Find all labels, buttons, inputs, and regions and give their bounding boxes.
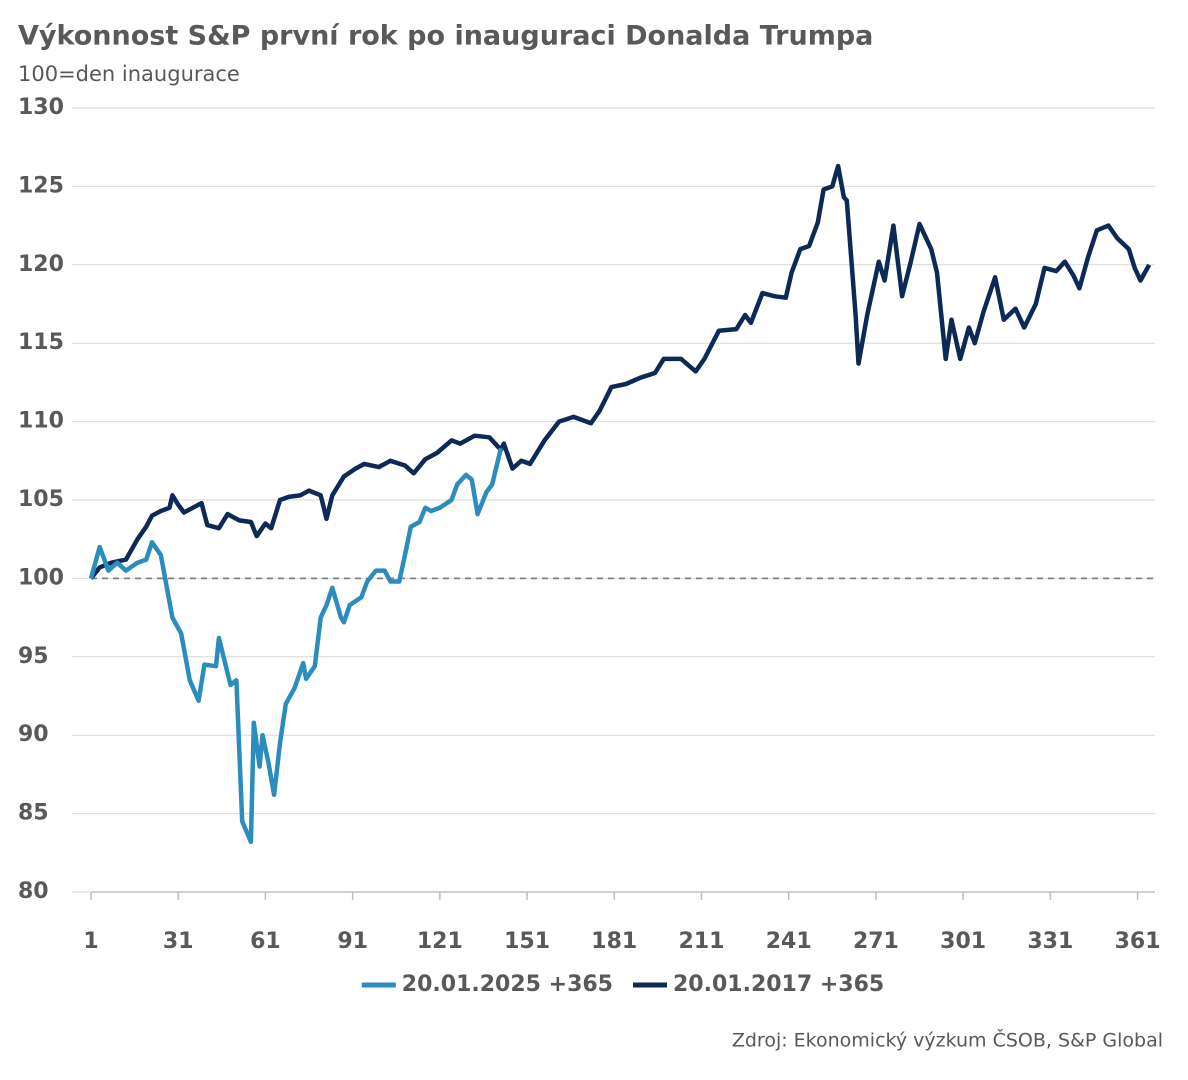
y-tick-label: 130: [18, 95, 64, 120]
y-tick-label: 120: [18, 252, 64, 277]
x-tick-label: 121: [417, 929, 463, 954]
legend-label: 20.01.2017 +365: [673, 972, 884, 997]
series-line: [88, 447, 504, 845]
x-tick-label: 241: [766, 929, 812, 954]
y-tick-label: 105: [18, 487, 64, 512]
series-line: [89, 163, 1152, 580]
chart-title: Výkonnost S&P první rok po inauguraci Do…: [18, 21, 873, 52]
x-tick-label: 151: [504, 929, 550, 954]
y-tick-label: 80: [18, 879, 49, 904]
legend: 20.01.2025 +365 20.01.2017 +365: [361, 972, 884, 997]
x-tick-label: 271: [853, 929, 899, 954]
y-tick-label: 100: [18, 565, 64, 590]
legend-label: 20.01.2025 +365: [402, 972, 613, 997]
x-tick-label: 91: [337, 929, 368, 954]
chart-subtitle: 100=den inaugurace: [18, 62, 240, 86]
y-tick-label: 125: [18, 173, 64, 198]
x-tick-label: 211: [679, 929, 725, 954]
source: Zdroj: Ekonomický výzkum ČSOB, S&P Globa…: [732, 1028, 1163, 1052]
x-tick-label: 301: [940, 929, 986, 954]
y-tick-label: 115: [18, 330, 64, 355]
y-tick-label: 85: [18, 801, 49, 826]
y-tick-label: 90: [18, 722, 49, 747]
y-tick-label: 95: [18, 644, 49, 669]
x-tick-label: 31: [163, 929, 194, 954]
x-tick-label: 181: [591, 929, 637, 954]
x-tick-label: 1: [83, 929, 98, 954]
x-tick-label: 361: [1115, 929, 1161, 954]
x-tick-label: 331: [1027, 929, 1073, 954]
y-tick-label: 110: [18, 409, 64, 434]
x-tick-label: 61: [250, 929, 281, 954]
